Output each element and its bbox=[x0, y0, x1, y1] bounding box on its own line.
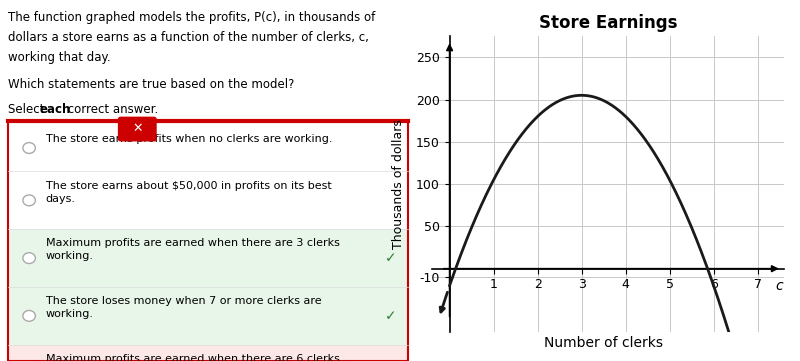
Text: The store earns profits when no clerks are working.: The store earns profits when no clerks a… bbox=[46, 134, 332, 144]
Circle shape bbox=[23, 195, 35, 206]
Text: Which statements are true based on the model?: Which statements are true based on the m… bbox=[8, 78, 294, 91]
Text: Maximum profits are earned when there are 3 clerks
working.: Maximum profits are earned when there ar… bbox=[46, 238, 340, 261]
Bar bbox=[8, 229, 408, 287]
Text: ✓: ✓ bbox=[386, 251, 397, 265]
Text: The store loses money when 7 or more clerks are
working.: The store loses money when 7 or more cle… bbox=[46, 296, 322, 319]
Text: Select: Select bbox=[8, 103, 49, 116]
Text: each: each bbox=[39, 103, 71, 116]
Text: Maximum profits are earned when there are 6 clerks
working.: Maximum profits are earned when there ar… bbox=[46, 354, 340, 361]
Text: dollars a store earns as a function of the number of clerks, c,: dollars a store earns as a function of t… bbox=[8, 31, 369, 44]
FancyBboxPatch shape bbox=[118, 117, 156, 141]
Text: correct answer.: correct answer. bbox=[65, 103, 158, 116]
Text: ✕: ✕ bbox=[132, 122, 142, 135]
Title: Store Earnings: Store Earnings bbox=[538, 14, 678, 32]
Text: The function graphed models the profits, P(c), in thousands of: The function graphed models the profits,… bbox=[8, 11, 375, 24]
Text: ✓: ✓ bbox=[386, 309, 397, 323]
Bar bbox=[8, 125, 408, 171]
Text: c: c bbox=[776, 279, 783, 293]
Circle shape bbox=[23, 143, 35, 153]
Bar bbox=[8, 345, 408, 361]
Bar bbox=[8, 171, 408, 229]
Bar bbox=[8, 287, 408, 345]
Text: The store earns about $50,000 in profits on its best
days.: The store earns about $50,000 in profits… bbox=[46, 180, 331, 204]
Text: Thousands of dollars: Thousands of dollars bbox=[393, 119, 406, 249]
Text: working that day.: working that day. bbox=[8, 51, 111, 64]
Circle shape bbox=[23, 310, 35, 321]
Text: Number of clerks: Number of clerks bbox=[544, 336, 663, 350]
Circle shape bbox=[23, 253, 35, 264]
